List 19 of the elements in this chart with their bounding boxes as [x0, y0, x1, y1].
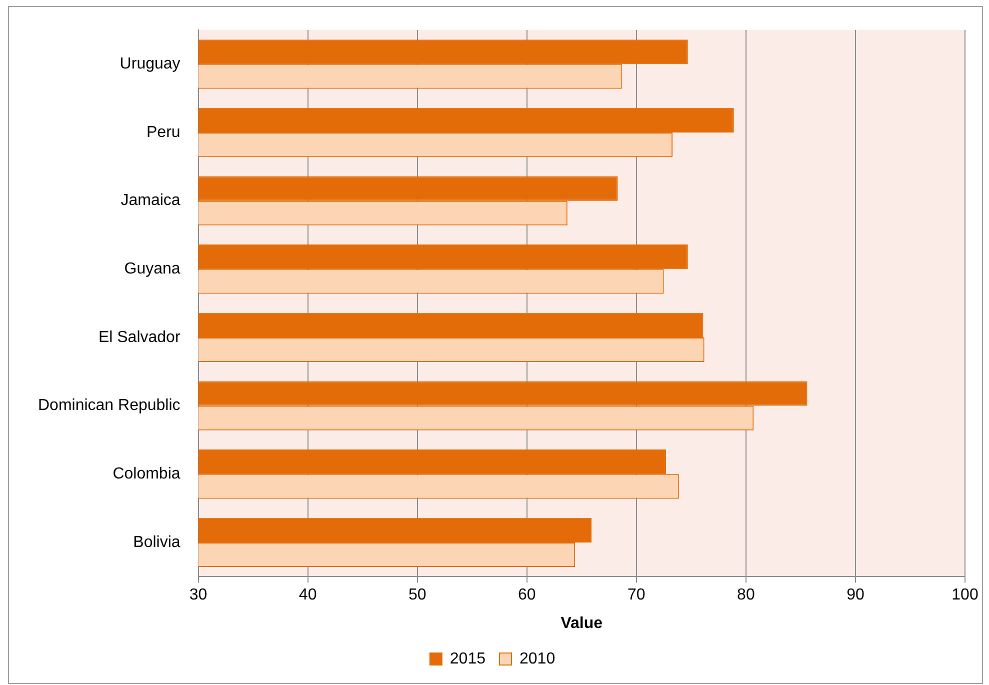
- y-tick-label: Bolivia: [133, 534, 180, 551]
- y-tick-label: Peru: [146, 124, 180, 141]
- x-tick-label: 30: [189, 586, 208, 604]
- legend-label: 2015: [450, 650, 486, 668]
- y-tick-label: El Salvador: [98, 328, 181, 346]
- y-tick-label: Uruguay: [120, 56, 180, 73]
- x-tick-label: 50: [408, 586, 426, 604]
- x-tick-label: 100: [952, 586, 978, 604]
- y-tick-label: Jamaica: [120, 192, 180, 210]
- y-tick-label: Dominican Republic: [38, 397, 180, 414]
- x-tick-label: 80: [737, 586, 755, 604]
- x-tick-label: 40: [298, 586, 317, 604]
- x-tick-label: 90: [846, 586, 864, 604]
- x-tick-label: 70: [628, 586, 646, 604]
- legend-label: 2010: [520, 650, 556, 668]
- x-tick-label: 60: [518, 586, 536, 604]
- y-tick-label: Guyana: [124, 260, 180, 278]
- x-axis-title: Value: [560, 614, 603, 632]
- y-tick-label: Colombia: [112, 466, 180, 483]
